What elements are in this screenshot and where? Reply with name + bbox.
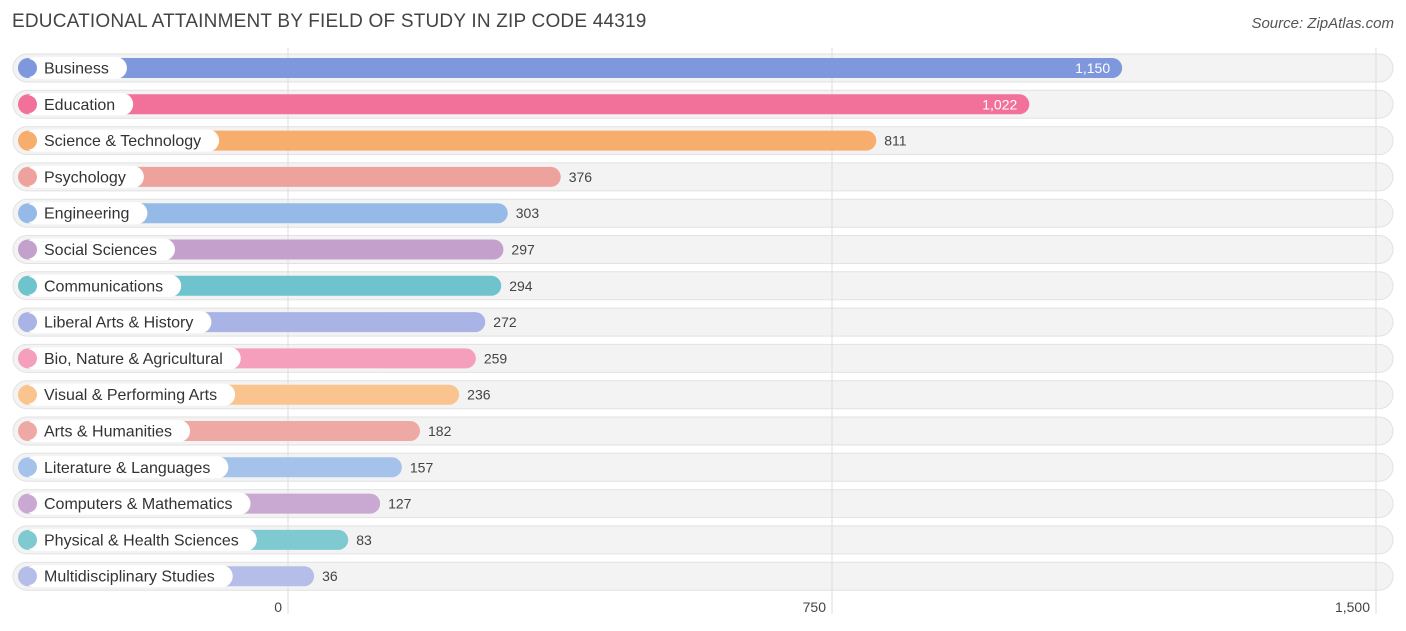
category-dot [19,494,37,513]
value-label: 303 [516,205,540,221]
value-label: 127 [388,496,412,512]
bar [18,58,1123,78]
value-label: 1,150 [1075,60,1110,76]
x-tick-label: 0 [274,599,282,615]
bar [18,130,877,151]
category-label: Social Sciences [44,242,157,259]
category-dot [19,131,37,150]
category-label: Science & Technology [44,133,201,150]
category-label: Bio, Nature & Agricultural [44,351,223,368]
value-label: 83 [356,532,372,548]
value-label: 259 [484,350,508,366]
value-label: 182 [428,423,452,439]
category-label: Psychology [44,169,126,186]
category-pill [24,129,220,152]
category-dot [19,240,37,259]
category-label: Education [44,97,115,114]
bar [18,94,1030,115]
category-pill [24,274,182,297]
value-label: 236 [467,387,491,403]
category-pill [24,93,134,116]
category-dot [19,59,37,77]
category-label: Engineering [44,206,129,223]
category-pill [24,420,191,442]
value-label: 297 [511,242,535,258]
category-dot [19,313,37,332]
category-dot [19,95,37,114]
category-pill [24,238,175,261]
value-label: 376 [569,169,593,185]
category-dot [19,167,37,186]
row-track [12,561,1394,591]
category-label: Physical & Health Sciences [44,532,239,549]
source-note: Source: ZipAtlas.com [1251,15,1394,32]
category-dot [19,276,37,295]
value-label: 811 [884,133,907,149]
category-pill [24,528,257,551]
category-pill [24,311,212,334]
category-label: Computers & Mathematics [44,496,233,513]
chart-title: EDUCATIONAL ATTAINMENT BY FIELD OF STUDY… [12,11,647,32]
category-label: Visual & Performing Arts [44,387,217,404]
category-pill [24,202,148,225]
category-dot [19,385,37,404]
row-track [12,525,1394,555]
category-dot [19,204,37,223]
category-label: Arts & Humanities [44,424,172,441]
x-tick-label: 1,500 [1335,599,1370,615]
category-dot [19,567,37,586]
category-label: Multidisciplinary Studies [44,569,215,586]
category-dot [19,458,37,477]
category-pill [24,456,229,479]
category-label: Communications [44,278,163,295]
value-label: 36 [322,568,338,584]
value-label: 1,022 [982,96,1017,112]
value-label: 157 [410,459,434,475]
category-dot [19,349,37,368]
category-pill [24,347,241,370]
bar [18,166,561,187]
category-dot [19,422,37,440]
category-pill [24,383,236,406]
category-dot [19,530,37,549]
category-pill [24,165,144,188]
category-pill [24,492,251,515]
x-tick-label: 750 [803,599,827,615]
category-pill [24,57,127,79]
value-label: 272 [493,314,517,330]
value-label: 294 [509,278,533,294]
category-label: Literature & Languages [44,460,210,477]
category-label: Liberal Arts & History [44,315,193,332]
category-pill [24,565,233,588]
category-label: Business [44,61,109,78]
